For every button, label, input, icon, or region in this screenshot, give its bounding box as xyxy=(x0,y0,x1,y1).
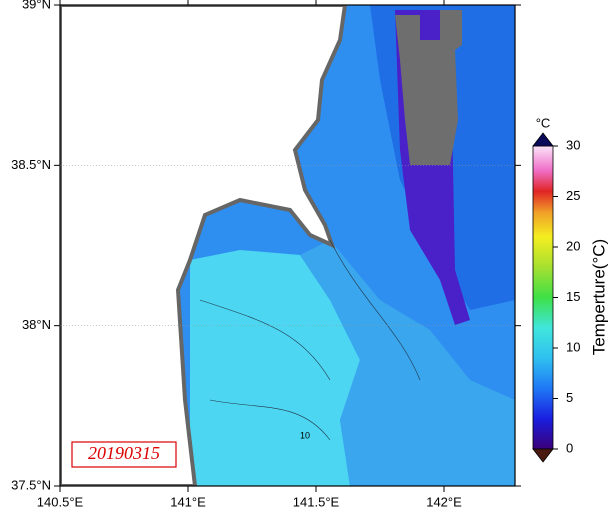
lon-tick-label: 141.5°E xyxy=(293,494,340,509)
colorbar-tick-label: 30 xyxy=(566,137,580,152)
date-box xyxy=(71,441,177,468)
colorbar-tick-label: 20 xyxy=(566,238,580,253)
colorbar-tick-label: 15 xyxy=(566,289,580,304)
lat-tick-label: 39°N xyxy=(22,0,51,11)
missing-data xyxy=(395,10,462,165)
land xyxy=(60,5,348,486)
colorbar-max-arrow xyxy=(532,132,554,147)
lon-tick-label: 140.5°E xyxy=(37,494,84,509)
lat-tick-label: 37.5°N xyxy=(11,477,51,492)
lon-tick-label: 141°E xyxy=(170,494,206,509)
mid-water xyxy=(300,240,515,486)
contour-label: 10 xyxy=(300,430,310,440)
colorbar-tick-label: 0 xyxy=(566,440,573,455)
colorbar-tick-label: 25 xyxy=(566,188,580,203)
colorbar-unit: °C xyxy=(536,115,551,130)
map-area: 10 xyxy=(60,5,515,486)
map-frame xyxy=(59,4,516,487)
lat-tick-label: 38.5°N xyxy=(11,157,51,172)
contour-line xyxy=(199,239,421,441)
date-label: 20190315 xyxy=(88,443,160,463)
lat-tick-label: 38°N xyxy=(22,317,51,332)
colorbar-min-arrow xyxy=(532,448,554,463)
lon-tick-label: 142°E xyxy=(426,494,462,509)
colorbar-tick-label: 5 xyxy=(566,390,573,405)
colorbar xyxy=(532,145,554,450)
colorbar-title: Temperture(°C) xyxy=(589,239,608,355)
colorbar-tick-label: 10 xyxy=(566,339,580,354)
